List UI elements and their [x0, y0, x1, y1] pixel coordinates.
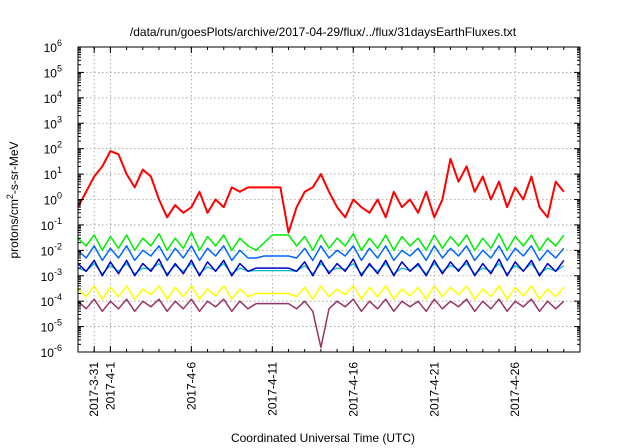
x-tick-label: 2017-4-1: [103, 362, 117, 410]
series-line-4: [77, 263, 565, 275]
y-axis: 10-610-510-410-310-210-11001011021031041…: [41, 38, 580, 360]
y-tick-base: 10: [44, 194, 58, 208]
x-tick-label: 2017-4-11: [265, 362, 279, 416]
series-line-6: [77, 285, 565, 300]
series-line-7: [77, 298, 565, 349]
y-tick-base: 10: [41, 244, 55, 258]
y-tick-base: 10: [41, 295, 55, 309]
y-tick-exponent: -3: [54, 267, 62, 277]
series-line-5: [77, 258, 565, 277]
y-tick-exponent: -1: [54, 216, 62, 226]
y-tick-label: 104: [44, 89, 62, 106]
y-tick-base: 10: [41, 321, 55, 335]
x-tick-label: 2017-3-31: [87, 362, 101, 417]
y-tick-label: 106: [44, 38, 62, 55]
series-line-1: [77, 150, 565, 234]
y-tick-label: 10-1: [41, 216, 62, 233]
y-tick-exponent: -2: [54, 241, 62, 251]
x-axis: 2017-3-31 2017-4-1 2017-4-6 2017-4-11 2017-4…: [77, 47, 581, 417]
series-lines: [77, 150, 565, 349]
y-tick-exponent: 5: [57, 63, 62, 73]
y-tick-label: 103: [44, 114, 62, 131]
y-tick-label: 102: [44, 140, 62, 157]
y-tick-label: 101: [44, 165, 62, 182]
y-tick-exponent: 6: [57, 38, 62, 48]
y-tick-label: 10-6: [41, 343, 62, 360]
y-tick-base: 10: [44, 66, 58, 80]
x-tick-label: 2017-4-26: [508, 362, 522, 417]
x-tick-label: 2017-4-21: [427, 362, 441, 417]
y-tick-label: 10-2: [41, 241, 62, 258]
y-tick-label: 105: [44, 63, 62, 80]
y-axis-title: protons/cm2-s-sr-MeV: [5, 141, 21, 258]
y-tick-exponent: -4: [54, 292, 62, 302]
y-tick-exponent: -5: [54, 318, 62, 328]
y-tick-base: 10: [41, 270, 55, 284]
y-tick-label: 100: [44, 191, 62, 208]
x-tick-label: 2017-4-16: [346, 362, 360, 417]
y-tick-label: 10-5: [41, 318, 62, 335]
y-tick-exponent: 4: [57, 89, 62, 99]
y-tick-base: 10: [44, 92, 58, 106]
y-tick-exponent: 3: [57, 114, 62, 124]
y-tick-base: 10: [44, 168, 58, 182]
y-axis-title-sup: 2: [5, 194, 15, 199]
series-line-3: [77, 245, 565, 262]
y-tick-base: 10: [44, 41, 58, 55]
y-tick-base: 10: [41, 219, 55, 233]
chart-title: /data/run/goesPlots/archive/2017-04-29/f…: [130, 25, 517, 39]
y-tick-exponent: 0: [57, 191, 62, 201]
y-tick-exponent: 2: [57, 140, 62, 150]
y-axis-title-base: protons/cm: [7, 199, 21, 258]
x-tick-label: 2017-4-6: [184, 362, 198, 410]
y-axis-title-rest: -s-sr-MeV: [7, 141, 21, 194]
series-line-2: [77, 231, 565, 252]
y-tick-base: 10: [44, 143, 58, 157]
y-tick-base: 10: [41, 346, 55, 360]
y-tick-exponent: 1: [57, 165, 62, 175]
y-tick-label: 10-3: [41, 267, 62, 284]
y-tick-label: 10-4: [41, 292, 62, 309]
y-tick-exponent: -6: [54, 343, 62, 353]
x-axis-title: Coordinated Universal Time (UTC): [231, 431, 415, 445]
y-tick-base: 10: [44, 117, 58, 131]
